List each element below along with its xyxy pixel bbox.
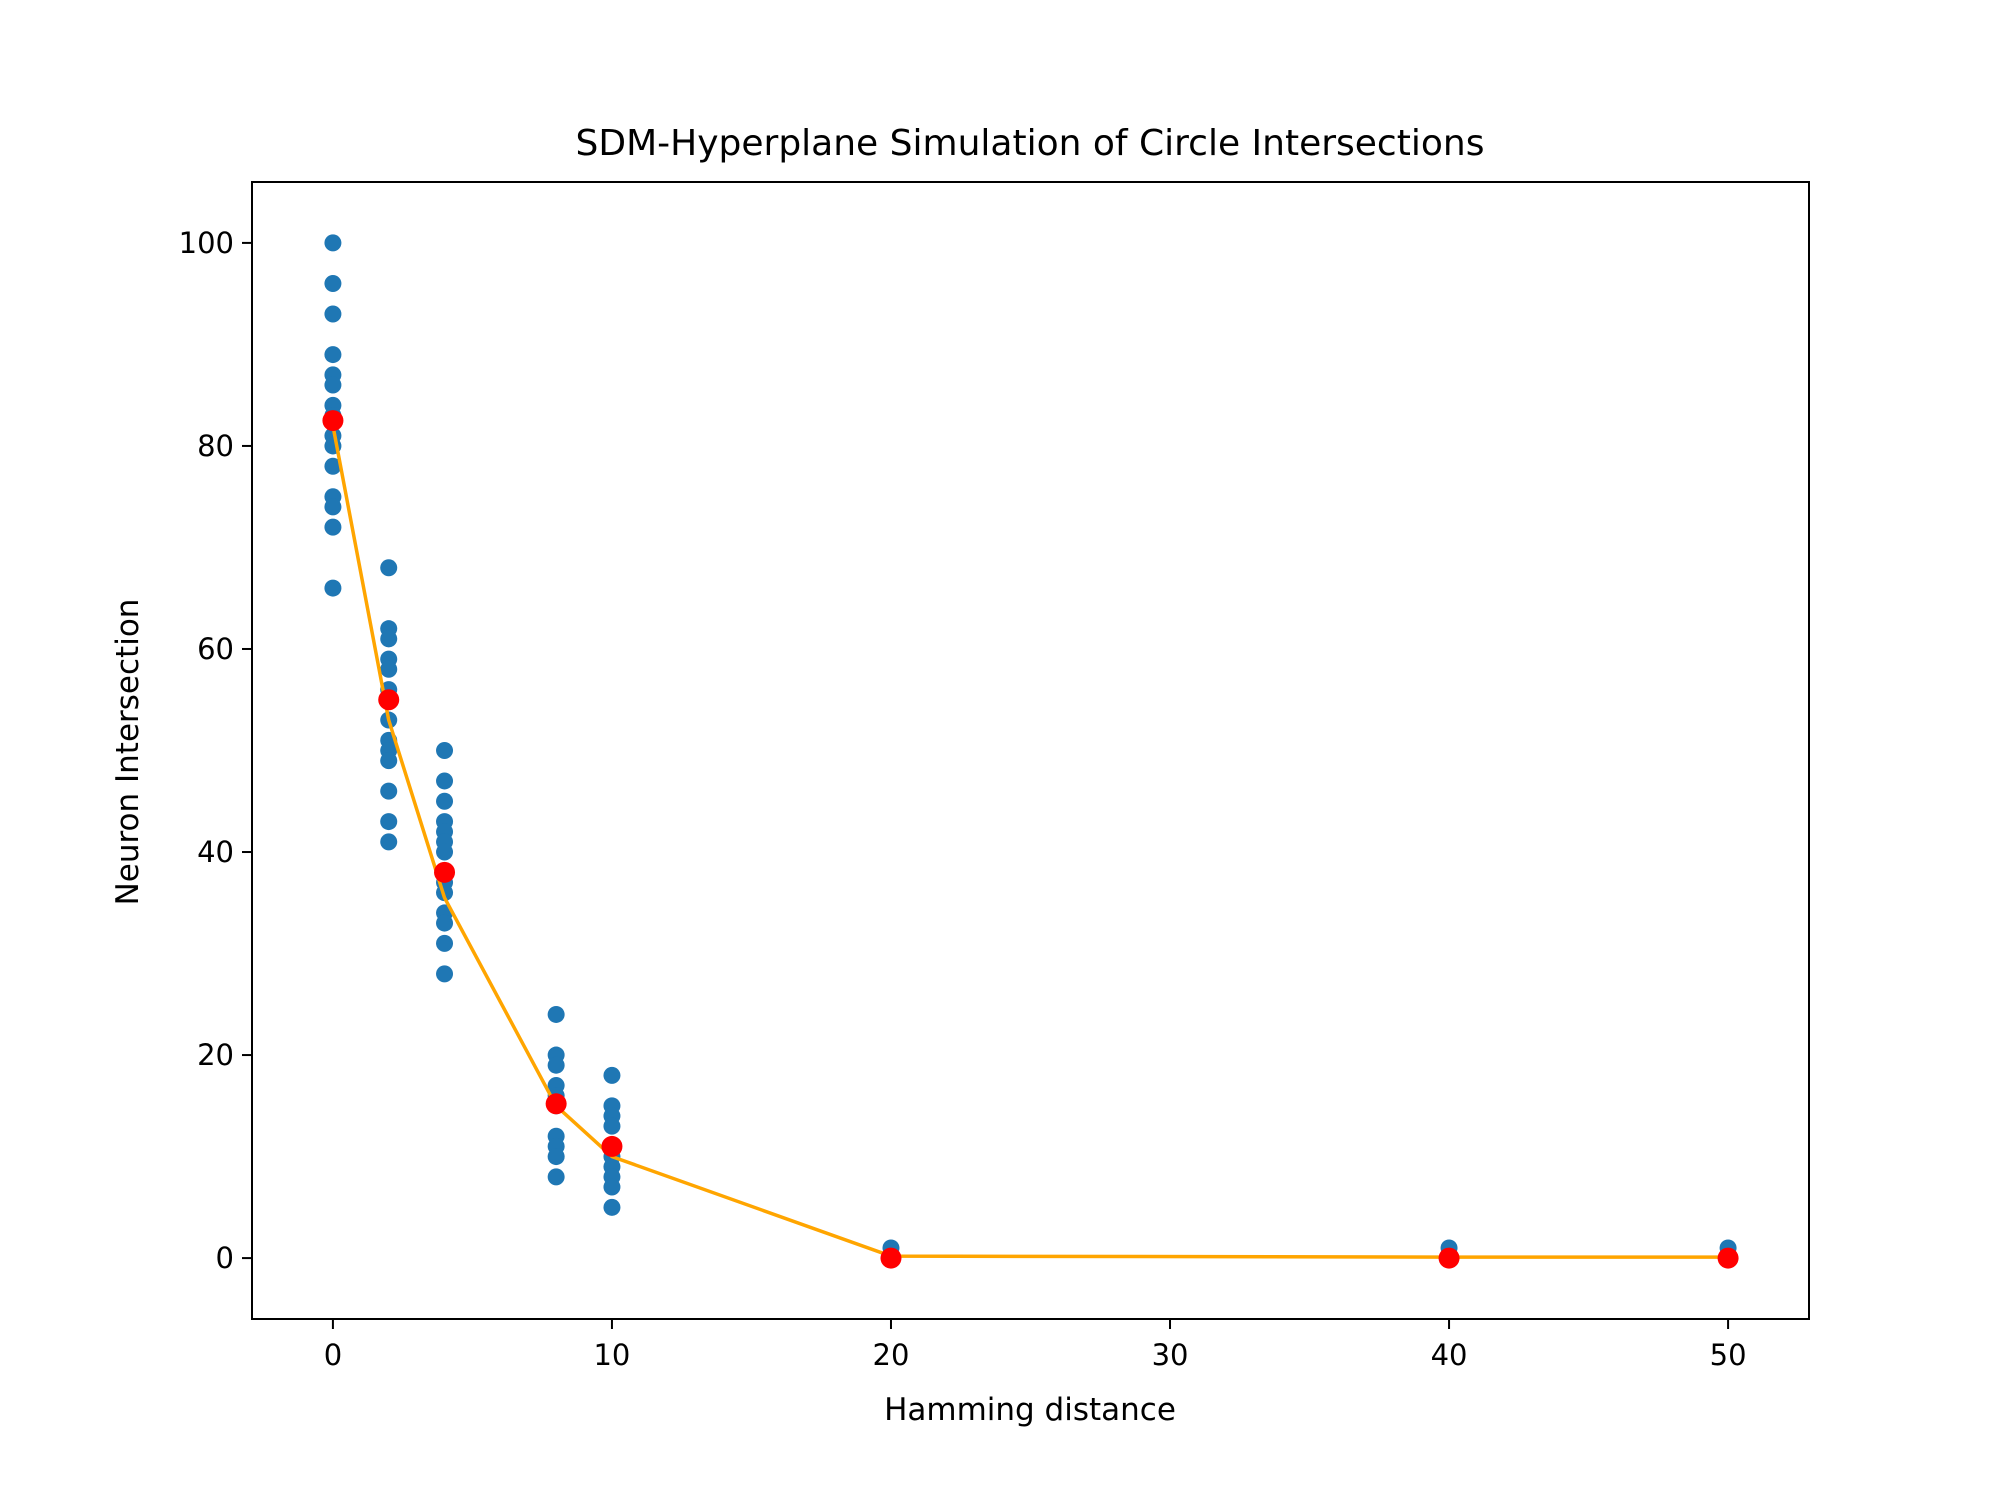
sample-point bbox=[380, 559, 398, 577]
sample-point bbox=[324, 498, 342, 516]
plot-area: 0 10 20 30 40 50 0 20 40 60 80 100 bbox=[179, 226, 1747, 1372]
y-tick-label: 20 bbox=[197, 1038, 234, 1072]
sample-point bbox=[380, 630, 398, 648]
plot-frame bbox=[251, 181, 1810, 1320]
x-tick-label: 10 bbox=[593, 1338, 630, 1372]
x-tick-label: 30 bbox=[1152, 1338, 1189, 1372]
sample-point bbox=[603, 1198, 621, 1216]
sample-point bbox=[436, 965, 454, 983]
mean-point bbox=[322, 410, 344, 432]
sample-point bbox=[324, 275, 342, 293]
sample-point bbox=[380, 660, 398, 678]
sample-point bbox=[603, 1117, 621, 1135]
mean-point bbox=[434, 861, 456, 883]
y-axis-label: Neuron Intersection bbox=[110, 599, 146, 906]
sample-point bbox=[324, 518, 342, 536]
sample-point bbox=[603, 1178, 621, 1196]
sample-point bbox=[324, 305, 342, 323]
sample-point bbox=[324, 457, 342, 475]
sample-point bbox=[324, 376, 342, 394]
sample-point bbox=[380, 833, 398, 851]
mean-point bbox=[1438, 1247, 1460, 1269]
mean-point bbox=[601, 1135, 623, 1157]
mean-point bbox=[1717, 1247, 1739, 1269]
y-tick-label: 100 bbox=[179, 226, 234, 260]
x-tick-label: 50 bbox=[1710, 1338, 1747, 1372]
sample-point bbox=[436, 914, 454, 932]
sample-point bbox=[603, 1066, 621, 1084]
x-axis-label: Hamming distance bbox=[884, 1392, 1176, 1428]
sample-point bbox=[380, 782, 398, 800]
y-tick-label: 80 bbox=[197, 429, 234, 463]
sample-point bbox=[547, 1148, 565, 1166]
sample-point bbox=[324, 234, 342, 252]
mean-point bbox=[545, 1093, 567, 1115]
mean-point bbox=[378, 689, 400, 711]
sample-point bbox=[436, 772, 454, 790]
sample-point bbox=[547, 1005, 565, 1023]
y-tick-label: 40 bbox=[197, 835, 234, 869]
sample-point bbox=[547, 1168, 565, 1186]
x-tick-label: 40 bbox=[1431, 1338, 1468, 1372]
sample-point bbox=[380, 752, 398, 770]
sample-point bbox=[324, 346, 342, 364]
y-tick-label: 0 bbox=[216, 1241, 234, 1275]
chart-title: SDM-Hyperplane Simulation of Circle Inte… bbox=[576, 123, 1485, 164]
y-tick-label: 60 bbox=[197, 632, 234, 666]
sample-point bbox=[547, 1056, 565, 1074]
mean-point bbox=[880, 1247, 902, 1269]
x-tick-label: 0 bbox=[324, 1338, 342, 1372]
sample-point bbox=[436, 843, 454, 861]
sample-point bbox=[324, 579, 342, 597]
sample-point bbox=[436, 742, 454, 759]
mean-line bbox=[331, 425, 1729, 1259]
x-tick-label: 20 bbox=[873, 1338, 910, 1372]
sample-point bbox=[380, 813, 398, 831]
sample-point bbox=[436, 792, 454, 810]
sample-point bbox=[436, 934, 454, 952]
